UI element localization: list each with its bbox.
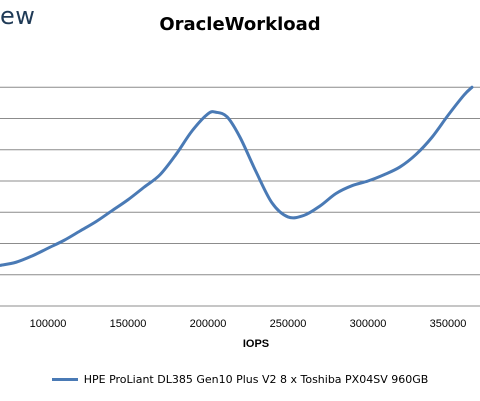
legend-swatch [51,378,78,381]
legend-label: HPE ProLiant DL385 Gen10 Plus V2 8 x Tos… [83,373,429,386]
x-tick-labels: 100000 150000 200000 250000 300000 350000 [30,318,467,330]
x-axis-title: IOPS [243,338,269,350]
x-tick-label: 300000 [350,318,387,330]
legend: HPE ProLiant DL385 Gen10 Plus V2 8 x Tos… [0,373,480,386]
logo-fragment: ew [0,2,36,30]
series-lines [0,85,474,267]
gridlines [0,86,480,307]
x-tick-label: 150000 [110,318,147,330]
x-tick-label: 250000 [270,318,307,330]
chart-title: OracleWorkload [159,14,321,35]
x-tick-label: 200000 [190,318,227,330]
series-line-1 [0,85,474,267]
x-tick-label: 100000 [30,318,67,330]
x-tick-label: 350000 [430,318,467,330]
